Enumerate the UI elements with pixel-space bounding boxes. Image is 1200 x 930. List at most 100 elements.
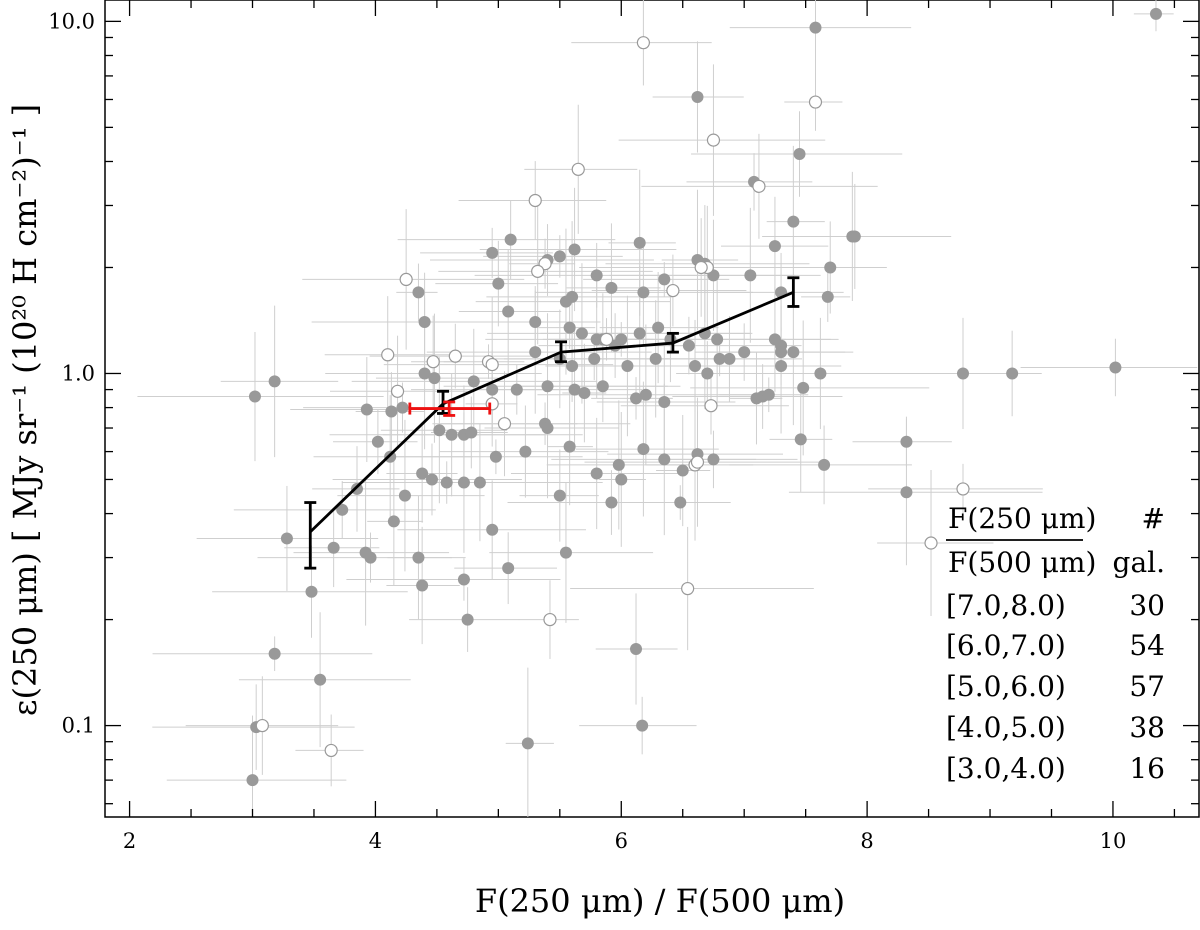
filled-data-point (336, 503, 349, 516)
filled-data-point (385, 405, 398, 418)
legend-range: [4.0,5.0) (946, 711, 1066, 744)
filled-data-point (639, 388, 652, 401)
open-data-point (497, 417, 512, 431)
filled-data-point (529, 346, 542, 359)
filled-data-point (723, 352, 736, 365)
filled-data-point (568, 243, 581, 256)
filled-data-point (563, 321, 576, 334)
filled-data-point (553, 489, 566, 502)
filled-data-point (553, 250, 566, 263)
filled-data-point (268, 647, 281, 660)
filled-data-point (359, 546, 372, 559)
filled-data-point (489, 450, 502, 463)
filled-data-point (418, 367, 431, 380)
filled-data-point (674, 496, 687, 509)
filled-data-point (396, 401, 409, 414)
filled-data-point (327, 541, 340, 554)
filled-data-point (457, 573, 470, 586)
filled-data-point (510, 383, 523, 396)
filled-data-point (658, 395, 671, 408)
filled-data-point (559, 295, 572, 308)
filled-data-point (350, 482, 363, 495)
axis-ticks (105, 0, 1199, 817)
filled-data-point (711, 333, 724, 346)
filled-data-point (590, 467, 603, 480)
filled-data-point (305, 585, 318, 598)
filled-data-point (1006, 367, 1019, 380)
filled-data-point (465, 426, 478, 439)
filled-data-point (787, 346, 800, 359)
filled-data-point (809, 21, 822, 34)
filled-data-point (658, 453, 671, 466)
legend-range: [6.0,7.0) (946, 629, 1066, 662)
filled-data-point (615, 333, 628, 346)
filled-data-point (956, 367, 969, 380)
legend-count: 30 (1129, 589, 1165, 622)
filled-data-point (541, 422, 554, 435)
open-data-point (956, 482, 970, 496)
legend-count-header-bottom: gal. (1113, 546, 1165, 579)
filled-data-point (314, 673, 327, 686)
filled-data-point (676, 464, 689, 477)
filled-data-point (529, 316, 542, 329)
filled-data-point (486, 523, 499, 536)
open-data-point (666, 283, 680, 298)
filled-data-point (521, 737, 534, 750)
filled-data-point (590, 269, 603, 282)
legend-count: 54 (1129, 629, 1165, 662)
filled-data-point (633, 327, 646, 340)
filled-data-point (652, 321, 665, 334)
filled-data-point (246, 774, 259, 787)
filled-data-point (541, 380, 554, 393)
filled-data-point (615, 473, 628, 486)
open-data-point (599, 332, 614, 346)
filled-data-point (563, 440, 576, 453)
filled-data-point (445, 428, 458, 441)
legend-count: 38 (1129, 711, 1165, 744)
legend-range: [7.0,8.0) (946, 589, 1066, 622)
filled-data-point (787, 215, 800, 228)
data-points (246, 7, 1162, 787)
filled-data-point (502, 305, 515, 318)
open-data-point (752, 179, 766, 193)
filled-data-point (566, 360, 579, 373)
filled-data-point (707, 453, 720, 466)
legend-count-header-top: # (1142, 502, 1165, 535)
filled-data-point (649, 352, 662, 365)
open-data-point (381, 348, 395, 362)
filled-data-point (824, 261, 837, 274)
plot-frame (104, 0, 1200, 818)
filled-data-point (492, 277, 505, 290)
filled-data-point (713, 352, 726, 365)
filled-data-point (621, 360, 634, 373)
filled-data-point (588, 352, 601, 365)
filled-data-point (744, 269, 757, 282)
filled-data-point (568, 383, 581, 396)
filled-data-point (502, 562, 515, 575)
x-tick-label: 8 (860, 829, 873, 853)
filled-data-point (797, 381, 810, 394)
filled-data-point (701, 367, 714, 380)
filled-data-point (848, 230, 861, 243)
open-data-point (390, 384, 405, 398)
x-tick-label: 6 (615, 829, 628, 853)
y-tick-label: 1.0 (62, 361, 95, 385)
x-tick-label: 2 (123, 829, 136, 853)
legend-ratio-numerator: F(250 μm) (948, 502, 1096, 535)
filled-data-point (793, 148, 806, 161)
filled-data-point (519, 445, 532, 458)
filled-data-point (280, 532, 293, 545)
open-data-point (706, 133, 721, 147)
filled-data-point (575, 327, 588, 340)
filled-data-point (900, 486, 913, 499)
filled-data-point (457, 476, 470, 489)
legend-range: [3.0,4.0) (946, 752, 1066, 785)
filled-data-point (1109, 361, 1122, 374)
filled-data-point (360, 403, 373, 416)
open-data-point (426, 355, 440, 369)
filled-data-point (416, 467, 429, 480)
open-data-point (704, 399, 718, 413)
x-tick-label: 10 (1100, 829, 1127, 853)
x-tick-label: 4 (369, 829, 382, 853)
filled-data-point (596, 380, 609, 393)
